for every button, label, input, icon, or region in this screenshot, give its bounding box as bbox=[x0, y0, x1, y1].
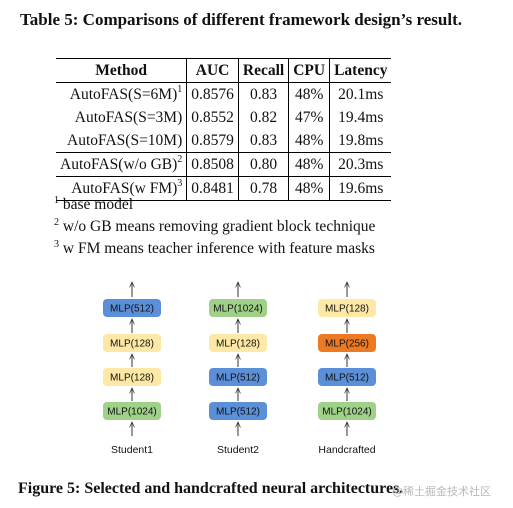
mlp-block bbox=[318, 334, 376, 352]
table-row: AutoFAS(S=3M) 0.8552 0.82 47% 19.4ms bbox=[56, 106, 392, 129]
recall-cell: 0.80 bbox=[237, 152, 289, 177]
latency-cell: 19.4ms bbox=[329, 106, 392, 129]
table-header-row: Method AUC Recall CPU Latency bbox=[56, 58, 392, 83]
method-name: AutoFAS(S=10M) bbox=[67, 131, 183, 149]
table-row: AutoFAS(w/o GB)2 0.8508 0.80 48% 20.3ms bbox=[56, 152, 392, 177]
mlp-block-label: MLP(512) bbox=[216, 373, 260, 384]
mlp-block-label: MLP(256) bbox=[325, 339, 369, 350]
mlp-block bbox=[318, 368, 376, 386]
mlp-block bbox=[318, 299, 376, 317]
mlp-block bbox=[103, 402, 161, 420]
auc-cell: 0.8552 bbox=[186, 106, 239, 129]
mlp-block-label: MLP(512) bbox=[325, 373, 369, 384]
latency-cell: 19.6ms bbox=[329, 176, 392, 201]
cpu-cell: 47% bbox=[288, 106, 330, 129]
method-cell: AutoFAS(S=6M)1 bbox=[56, 83, 187, 107]
mlp-block bbox=[209, 334, 267, 352]
mlp-block-label: MLP(128) bbox=[216, 339, 260, 350]
column-label: Handcrafted bbox=[318, 444, 375, 456]
header-method: Method bbox=[56, 58, 187, 83]
footnote-mark: 1 bbox=[177, 83, 183, 95]
auc-cell: 0.8576 bbox=[186, 82, 239, 106]
mlp-block-label: MLP(512) bbox=[216, 407, 260, 418]
recall-cell: 0.78 bbox=[237, 176, 289, 201]
recall-cell: 0.83 bbox=[237, 129, 289, 153]
watermark: @稀土掘金技术社区 bbox=[392, 485, 491, 498]
mlp-block-label: MLP(512) bbox=[110, 304, 154, 315]
column-handcrafted: MLP(128) MLP(256) MLP(512) MLP(1024) Handcra… bbox=[318, 299, 376, 456]
mlp-block bbox=[209, 299, 267, 317]
mlp-block-label: MLP(1024) bbox=[322, 407, 371, 418]
footnote-text: w FM means teacher inference with featur… bbox=[62, 240, 375, 257]
mlp-block bbox=[103, 368, 161, 386]
footnote-mark: 3 bbox=[54, 239, 59, 250]
method-cell: AutoFAS(S=3M) bbox=[56, 106, 187, 129]
method-cell: AutoFAS(S=10M) bbox=[56, 129, 187, 153]
table-caption: Table 5: Comparisons of different framew… bbox=[20, 10, 462, 29]
footnote: 2 w/o GB means removing gradient block t… bbox=[54, 218, 375, 236]
footnote-mark: 1 bbox=[54, 195, 59, 206]
mlp-block bbox=[209, 402, 267, 420]
header-recall: Recall bbox=[237, 58, 289, 83]
table-row: AutoFAS(w FM)3 0.8481 0.78 48% 19.6ms bbox=[56, 176, 392, 201]
auc-cell: 0.8481 bbox=[186, 176, 239, 201]
architecture-diagram: MLP(512) MLP(128) MLP(128) MLP(1024) Student… bbox=[103, 270, 376, 456]
mlp-block bbox=[103, 299, 161, 317]
mlp-block-label: MLP(1024) bbox=[107, 407, 156, 418]
method-name: AutoFAS(w FM) bbox=[71, 179, 178, 197]
latency-cell: 20.1ms bbox=[329, 82, 392, 106]
mlp-block bbox=[209, 368, 267, 386]
footnote-mark: 2 bbox=[54, 217, 59, 228]
cpu-cell: 48% bbox=[288, 129, 330, 153]
column-student2: MLP(1024) MLP(128) MLP(512) MLP(512) Student… bbox=[209, 299, 267, 456]
method-cell: AutoFAS(w FM)3 bbox=[56, 176, 187, 201]
column-student1: MLP(512) MLP(128) MLP(128) MLP(1024) Student… bbox=[103, 299, 161, 456]
footnote: 3 w FM means teacher inference with feat… bbox=[54, 240, 375, 258]
header-latency: Latency bbox=[329, 58, 392, 83]
latency-cell: 19.8ms bbox=[329, 129, 392, 153]
column-label: Student1 bbox=[111, 444, 153, 456]
mlp-block-label: MLP(128) bbox=[325, 304, 369, 315]
cpu-cell: 48% bbox=[288, 82, 330, 106]
footnote-mark: 3 bbox=[177, 177, 183, 189]
method-cell: AutoFAS(w/o GB)2 bbox=[56, 152, 187, 177]
auc-cell: 0.8508 bbox=[186, 152, 239, 177]
results-table: Method AUC Recall CPU Latency AutoFAS(S=… bbox=[56, 58, 392, 201]
figure-caption: Figure 5: Selected and handcrafted neura… bbox=[18, 480, 404, 497]
mlp-block-label: MLP(1024) bbox=[213, 304, 262, 315]
mlp-block-label: MLP(128) bbox=[110, 339, 154, 350]
mlp-block bbox=[103, 334, 161, 352]
method-name: AutoFAS(S=3M) bbox=[74, 108, 183, 126]
table-row: AutoFAS(S=6M)1 0.8576 0.83 48% 20.1ms bbox=[56, 82, 392, 107]
recall-cell: 0.82 bbox=[237, 106, 289, 129]
auc-cell: 0.8579 bbox=[186, 129, 239, 153]
recall-cell: 0.83 bbox=[237, 82, 289, 106]
column-label: Student2 bbox=[217, 444, 259, 456]
cpu-cell: 48% bbox=[288, 152, 330, 177]
header-auc: AUC bbox=[186, 58, 239, 83]
header-cpu: CPU bbox=[288, 58, 330, 83]
method-name: AutoFAS(w/o GB) bbox=[60, 155, 178, 173]
footnote-mark: 2 bbox=[177, 153, 183, 165]
table-row: AutoFAS(S=10M) 0.8579 0.83 48% 19.8ms bbox=[56, 129, 392, 153]
mlp-block bbox=[318, 402, 376, 420]
footnote: 1 base model bbox=[54, 196, 133, 214]
latency-cell: 20.3ms bbox=[329, 152, 392, 177]
footnote-text: w/o GB means removing gradient block tec… bbox=[62, 218, 376, 235]
method-name: AutoFAS(S=6M) bbox=[69, 85, 178, 103]
footnote-text: base model bbox=[62, 196, 134, 213]
cpu-cell: 48% bbox=[288, 176, 330, 201]
mlp-block-label: MLP(128) bbox=[110, 373, 154, 384]
